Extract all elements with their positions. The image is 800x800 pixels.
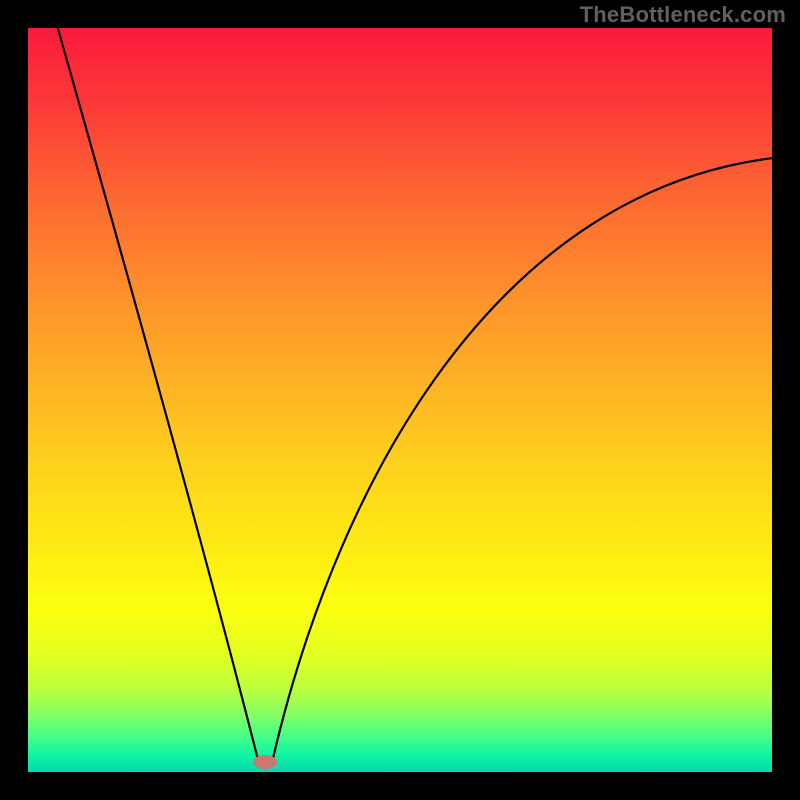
curve-left-branch bbox=[58, 28, 259, 762]
minimum-marker bbox=[253, 755, 277, 769]
plot-area bbox=[28, 28, 772, 772]
watermark-text: TheBottleneck.com bbox=[580, 2, 786, 28]
curve-layer bbox=[28, 28, 772, 772]
curve-right-branch bbox=[272, 158, 772, 762]
